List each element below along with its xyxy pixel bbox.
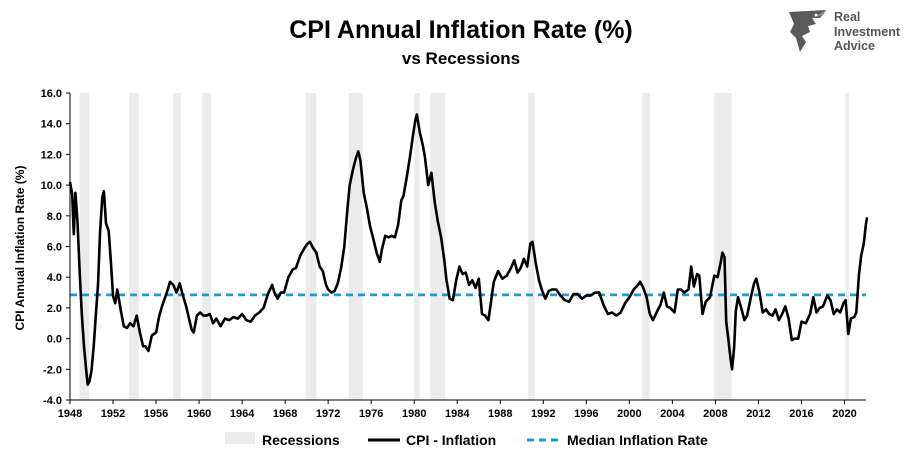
x-tick-label: 1992 <box>531 408 555 420</box>
eagle-icon <box>789 10 826 52</box>
logo-line-2: Investment <box>834 24 900 39</box>
y-tick-label: 12.0 <box>41 149 62 161</box>
recession-band <box>173 93 181 400</box>
recession-band <box>430 93 446 400</box>
x-tick-label: 1952 <box>101 408 125 420</box>
series-layer <box>68 113 869 386</box>
x-tick-label: 1964 <box>230 408 255 420</box>
x-tick-label: 2008 <box>703 408 727 420</box>
cpi-inflation-series-line <box>68 113 869 386</box>
recession-band <box>348 93 363 400</box>
y-tick-label: 4.0 <box>47 272 62 284</box>
y-tick-label: 2.0 <box>47 303 62 315</box>
y-tick-label: 10.0 <box>41 180 62 192</box>
x-tick-label: 1976 <box>359 408 383 420</box>
y-tick-label: 16.0 <box>41 88 62 100</box>
x-tick-label: 1984 <box>445 408 470 420</box>
y-tick-label: 0.0 <box>47 334 62 346</box>
recession-band <box>202 93 211 400</box>
x-tick-label: 2020 <box>832 408 856 420</box>
legend-label-cpi: CPI - Inflation <box>406 432 496 448</box>
y-tick-label: 6.0 <box>47 242 62 254</box>
y-tick-labels: -4.0 -2.0 0.0 2.0 4.0 6.0 8.0 10.0 12.0 14.0 16.0 <box>41 88 70 407</box>
logo-line-3: Advice <box>834 39 875 53</box>
recession-band <box>414 93 420 400</box>
x-tick-label: 1996 <box>574 408 598 420</box>
brand-logo: Real Investment Advice <box>786 8 912 60</box>
x-tick-labels: 1948 1952 1956 1960 1964 1968 1972 1976 1980 1984… <box>58 400 857 420</box>
logo-text: Real Investment Advice <box>834 10 900 54</box>
x-tick-label: 1988 <box>488 408 512 420</box>
x-tick-label: 2016 <box>789 408 813 420</box>
x-tick-label: 2000 <box>617 408 641 420</box>
recession-band <box>79 93 90 400</box>
x-tick-label: 1980 <box>402 408 426 420</box>
recession-band <box>845 93 849 400</box>
x-tick-label: 2012 <box>746 408 770 420</box>
legend-swatch-recessions <box>225 432 255 444</box>
recession-band <box>528 93 535 400</box>
logo-line-1: Real <box>834 10 861 24</box>
recession-band <box>129 93 139 400</box>
x-tick-label: 1972 <box>316 408 340 420</box>
recession-band <box>642 93 650 400</box>
y-tick-label: 8.0 <box>47 211 62 223</box>
legend: Recessions CPI - Inflation Median Inflatio… <box>225 432 708 448</box>
x-tick-label: 1968 <box>273 408 297 420</box>
x-tick-label: 1960 <box>187 408 211 420</box>
x-tick-label: 2004 <box>660 408 685 420</box>
chart-subtitle: vs Recessions <box>401 49 521 68</box>
axes <box>69 93 866 401</box>
x-tick-label: 1956 <box>144 408 168 420</box>
y-tick-label: 14.0 <box>41 119 62 131</box>
legend-label-median: Median Inflation Rate <box>567 432 708 448</box>
y-axis-label: CPI Annual Inflation Rate (%) <box>13 166 27 331</box>
y-tick-label: -2.0 <box>43 364 62 376</box>
chart-title: CPI Annual Inflation Rate (%) <box>289 16 633 44</box>
y-tick-label: -4.0 <box>43 395 62 407</box>
x-tick-label: 1948 <box>58 408 82 420</box>
legend-label-recessions: Recessions <box>262 432 340 448</box>
